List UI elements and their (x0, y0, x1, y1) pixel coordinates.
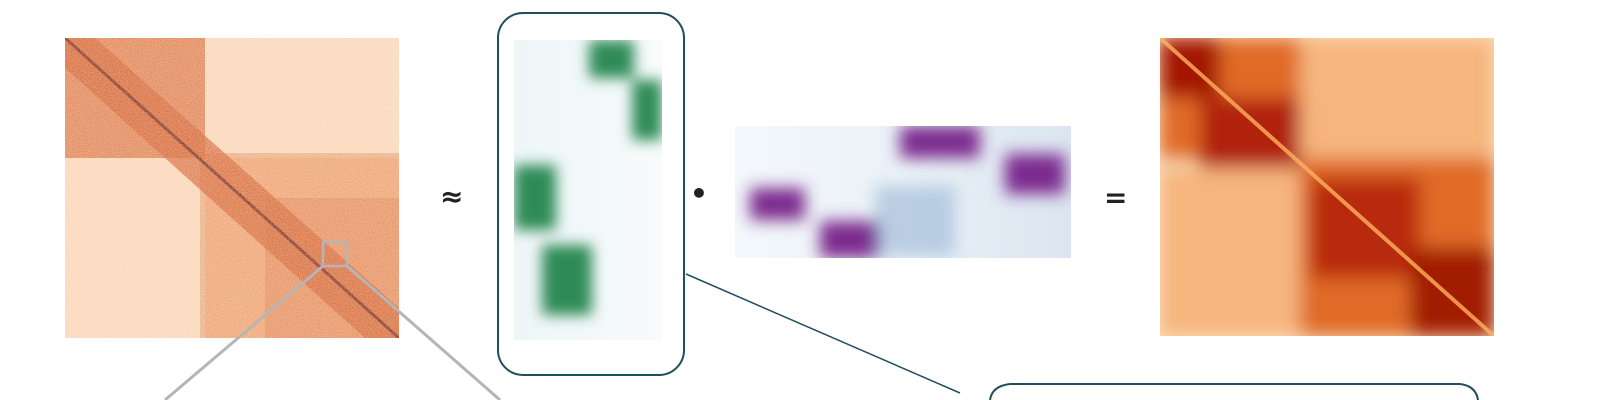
hic-contact-map (65, 38, 399, 338)
approx-operator: ≈ (440, 180, 464, 213)
reconstructed-contact-map (1160, 38, 1494, 336)
factor-matrix-h (735, 126, 1071, 258)
factor-matrix-w (514, 40, 662, 340)
factor-connector-line (685, 273, 961, 394)
detail-box-edge (989, 383, 1479, 400)
equals-operator: = (1104, 181, 1128, 214)
dot-operator: • (690, 177, 708, 210)
